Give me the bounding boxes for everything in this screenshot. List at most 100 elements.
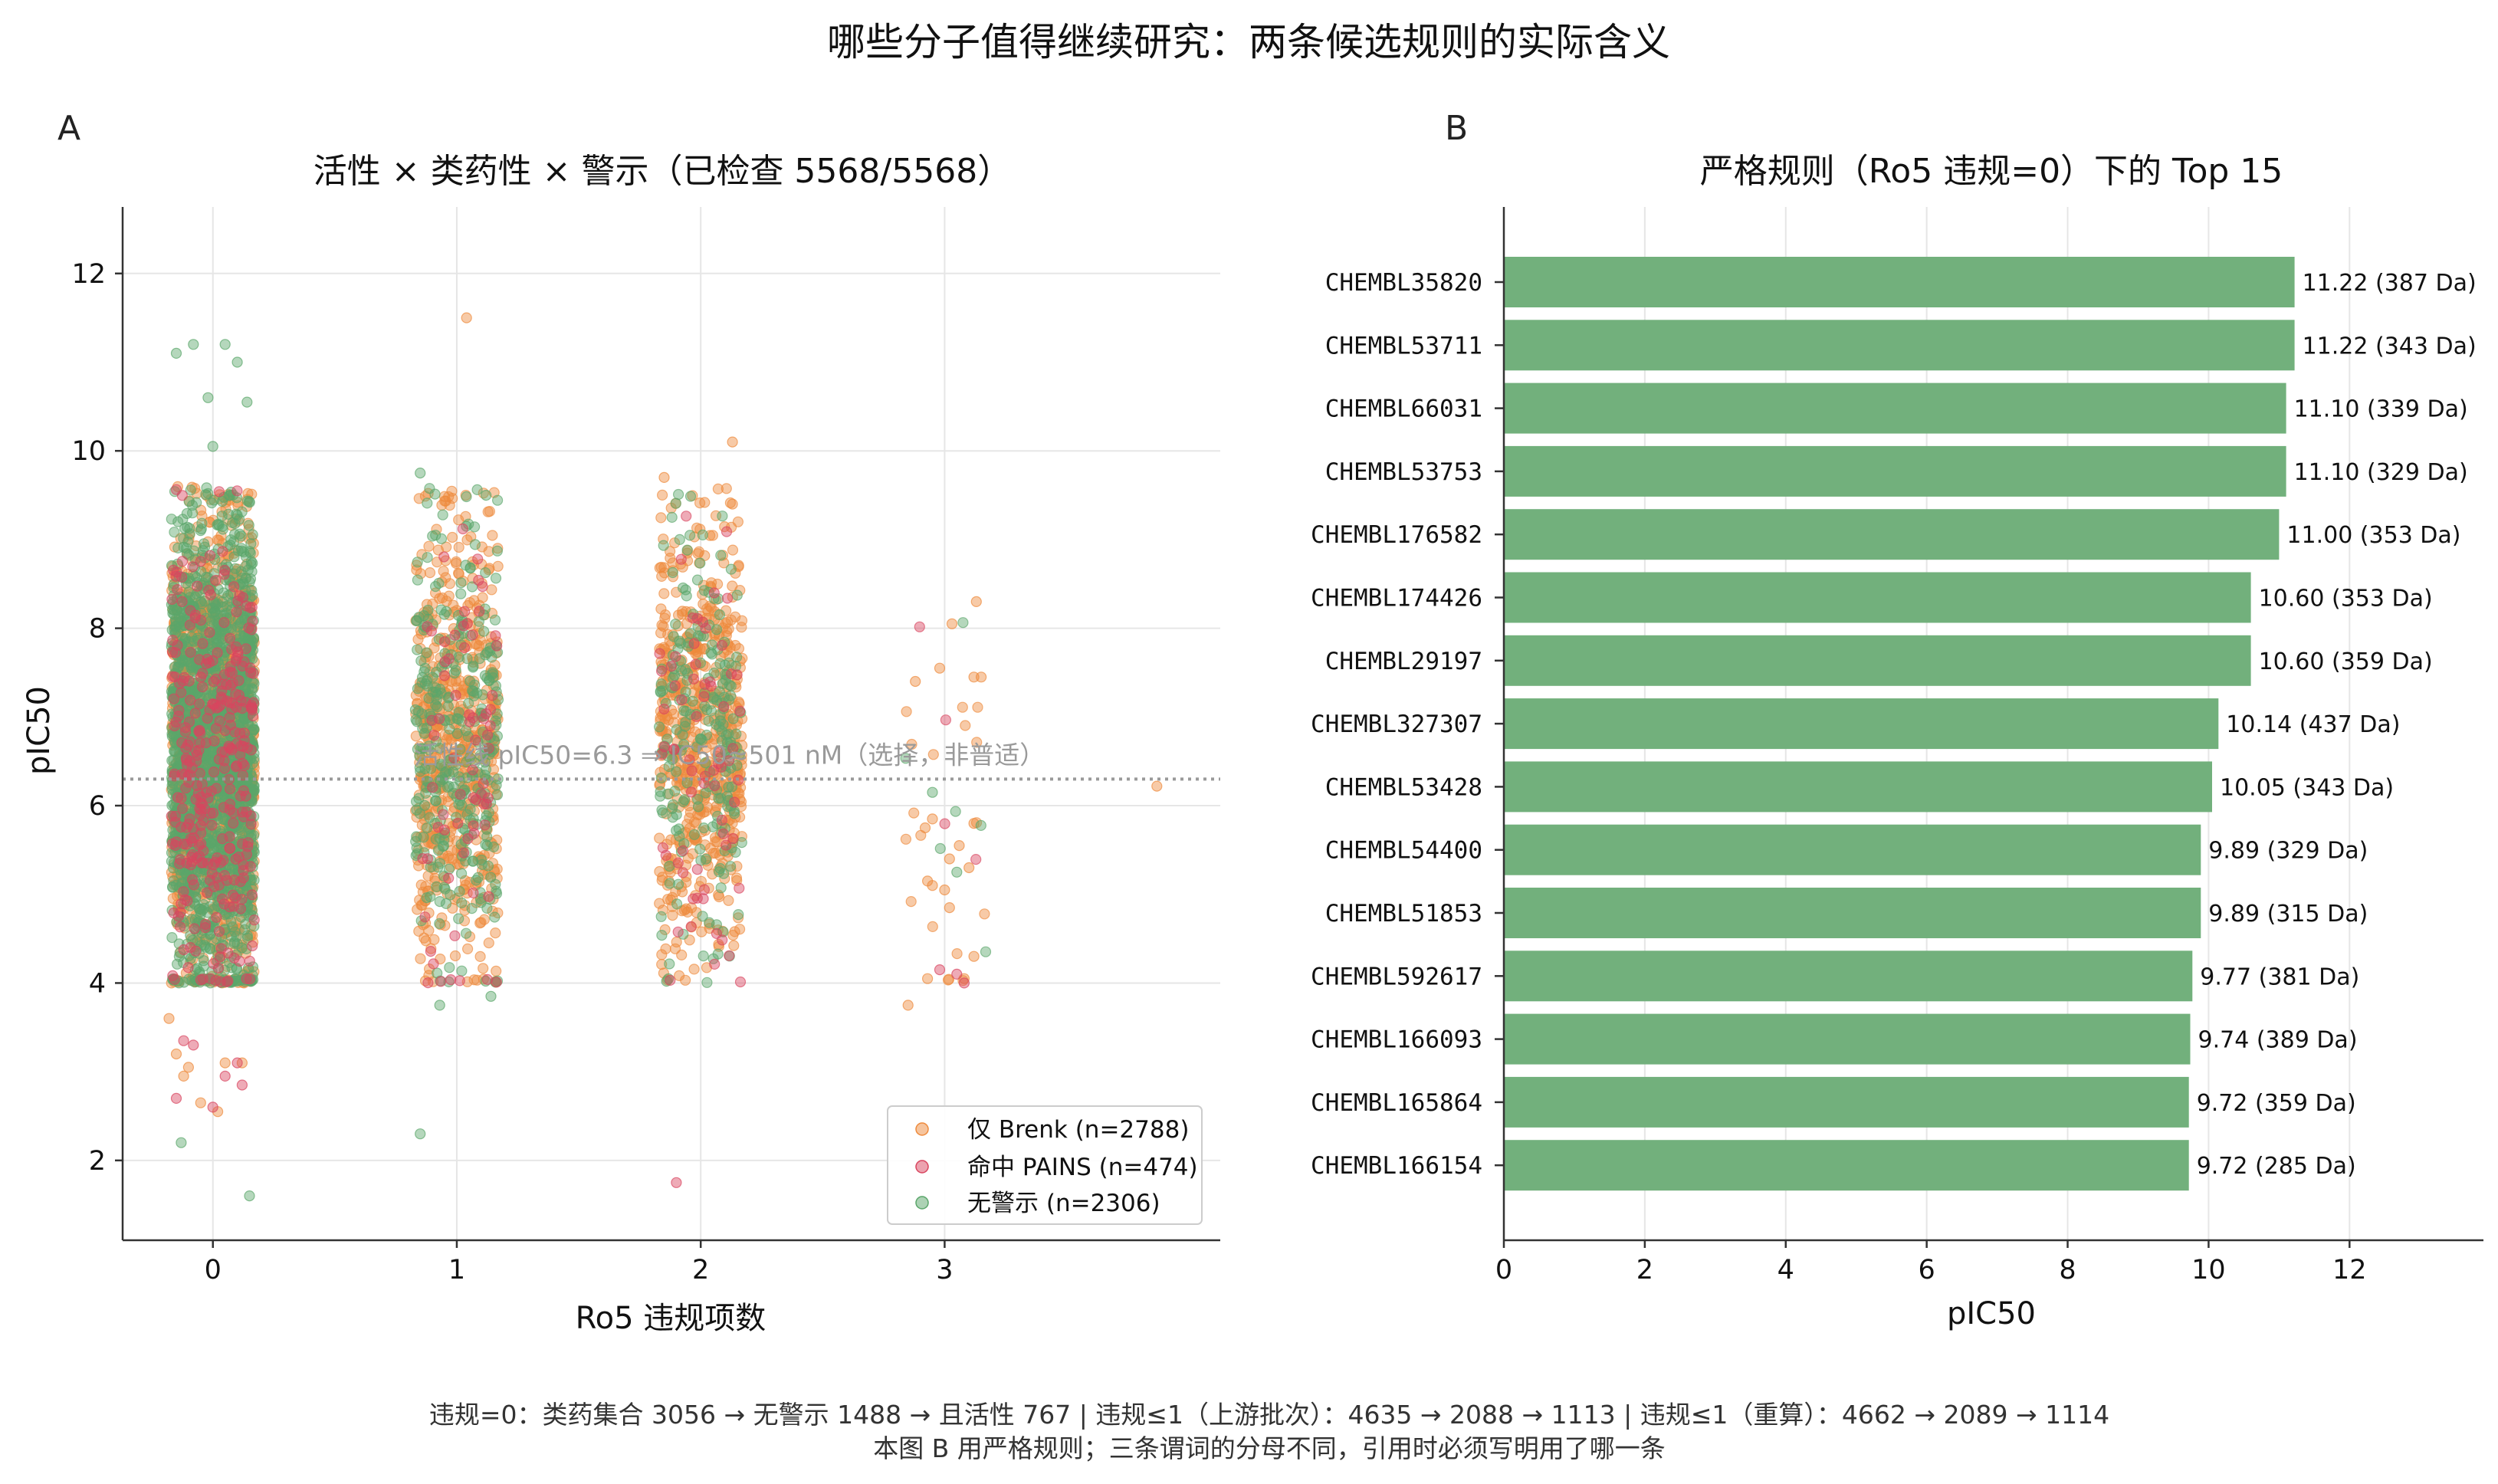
- point-clean-2046: [455, 868, 468, 879]
- point-brenk-2789: [658, 471, 670, 484]
- point-brenk-2040: [490, 927, 501, 939]
- point-brenk-2804: [963, 862, 975, 874]
- point-clean-2056: [460, 927, 472, 939]
- point-brenk-2794: [934, 662, 946, 674]
- point-clean-1892: [491, 494, 504, 506]
- point-clean-2069: [437, 509, 448, 520]
- point-clean-2026: [487, 668, 498, 680]
- point-brenk-1603: [478, 963, 489, 974]
- point-brenk-1809: [415, 953, 426, 964]
- point-brenk-2453: [723, 895, 734, 906]
- point-brenk-2600: [677, 606, 688, 617]
- point-clean-1789: [491, 545, 504, 556]
- point-brenk-2815: [219, 1057, 231, 1069]
- point-clean-2071: [451, 727, 463, 740]
- point-brenk-2779: [905, 895, 917, 908]
- panel-a-title: 活性 × 类药性 × 警示（已检查 5568/5568）: [313, 152, 1011, 191]
- point-clean-609: [247, 529, 258, 540]
- point-brenk-2446: [692, 548, 704, 560]
- point-brenk-2397: [656, 489, 668, 501]
- point-brenk-2781: [908, 807, 920, 819]
- point-brenk-1943: [453, 541, 464, 553]
- point-clean-2053: [422, 604, 434, 616]
- point-clean-1979: [425, 891, 436, 903]
- point-brenk-1796: [492, 560, 504, 572]
- panel-a: A 活性 × 类药性 × 警示（已检查 5568/5568） 活性线 pIC50…: [21, 109, 1220, 1336]
- point-brenk-2509: [679, 974, 691, 986]
- point-brenk-2674: [654, 562, 665, 574]
- point-brenk-2808: [944, 901, 955, 914]
- point-clean-1954: [472, 872, 484, 884]
- point-clean-2135: [667, 566, 678, 579]
- point-clean-1794: [422, 552, 433, 563]
- point-brenk-2798: [1151, 780, 1163, 792]
- point-brenk-2778: [900, 833, 912, 845]
- point-clean-1748: [168, 754, 179, 767]
- point-clean-1823: [429, 488, 441, 500]
- point-brenk-2110: [453, 568, 464, 579]
- point-clean-2057: [434, 918, 445, 930]
- point-brenk-2307: [654, 832, 665, 844]
- point-clean-1599: [238, 712, 250, 724]
- point-clean-898: [198, 538, 210, 550]
- point-clean-2060: [469, 539, 481, 550]
- point-brenk-2647: [725, 614, 737, 625]
- point-brenk-1745: [449, 950, 461, 962]
- point-clean-2082: [715, 550, 727, 561]
- point-clean-390: [236, 506, 248, 517]
- point-clean-2115: [666, 511, 678, 524]
- point-clean-1445: [246, 566, 258, 577]
- point-brenk-352: [167, 892, 179, 905]
- point-brenk-2497: [728, 940, 740, 951]
- point-clean-2012: [434, 858, 446, 869]
- point-brenk-2433: [699, 497, 711, 508]
- point-brenk-2776: [972, 701, 983, 713]
- point-clean-1822: [489, 911, 501, 923]
- point-clean-2121: [701, 977, 713, 988]
- point-brenk-2775: [951, 947, 963, 960]
- point-brenk-2819: [163, 1013, 175, 1024]
- point-clean-1895: [461, 491, 472, 503]
- point-clean-1901: [491, 789, 504, 800]
- point-brenk-1739: [446, 531, 458, 543]
- point-brenk-2508: [736, 622, 747, 633]
- point-clean-2157: [672, 878, 684, 890]
- point-brenk-2094: [441, 596, 452, 607]
- point-clean-1000: [191, 497, 202, 508]
- point-brenk-2810: [921, 973, 934, 984]
- point-brenk-2813: [170, 1048, 182, 1060]
- point-clean-1985: [430, 833, 441, 845]
- point-clean-1953: [467, 855, 479, 867]
- point-brenk-2662: [727, 544, 739, 556]
- point-clean-1865: [461, 653, 473, 665]
- point-clean-2058: [410, 796, 422, 807]
- point-brenk-2790: [727, 436, 738, 448]
- point-brenk-2060: [428, 934, 440, 945]
- point-clean-2070: [460, 560, 471, 571]
- point-brenk-2788: [461, 312, 472, 323]
- point-clean-2004: [468, 521, 481, 533]
- point-clean-2005: [474, 653, 485, 665]
- point-clean-1877: [478, 625, 490, 637]
- point-clean-1568: [167, 604, 179, 616]
- point-brenk-118: [232, 500, 244, 511]
- point-clean-1669: [178, 662, 189, 675]
- point-clean-2159: [723, 657, 735, 668]
- point-brenk-1649: [483, 937, 494, 949]
- point-clean-1626: [212, 519, 223, 530]
- point-clean-1989: [443, 780, 455, 792]
- point-clean-2092: [688, 829, 701, 840]
- point-brenk-2642: [721, 483, 732, 494]
- point-brenk-2448: [660, 943, 671, 955]
- point-brenk-2792: [970, 596, 982, 608]
- point-clean-2154: [674, 534, 685, 546]
- point-clean-1925: [456, 897, 468, 909]
- point-clean-1958: [454, 885, 465, 898]
- point-brenk-2630: [655, 512, 667, 524]
- point-clean-2029: [444, 962, 455, 973]
- point-brenk-2693: [655, 627, 667, 639]
- point-clean-716: [245, 538, 257, 550]
- point-brenk-2025: [446, 485, 458, 497]
- point-brenk-1958: [423, 540, 435, 552]
